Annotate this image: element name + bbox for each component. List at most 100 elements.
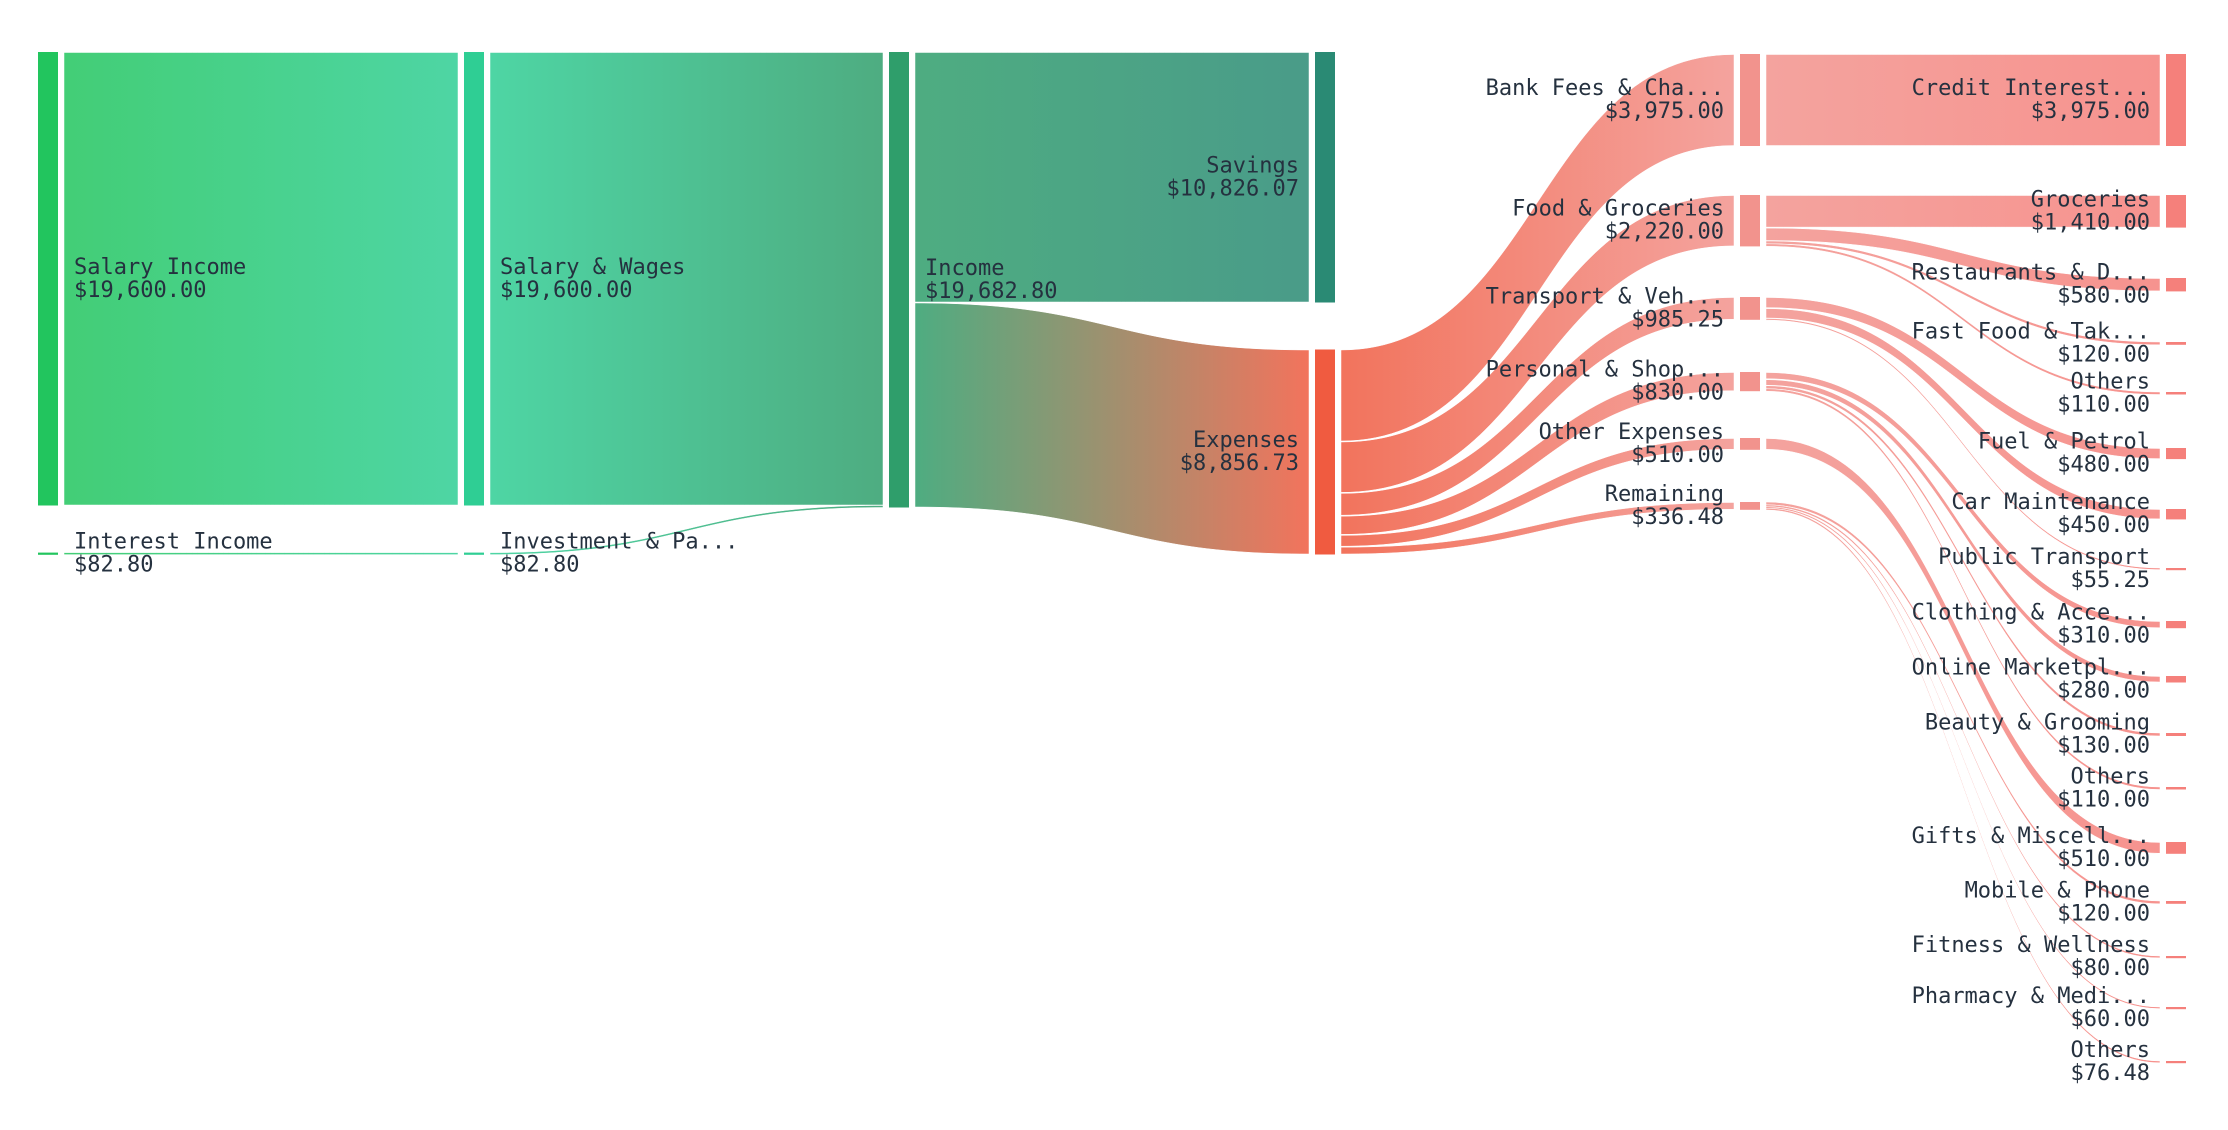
node-amount-salary_income: $19,600.00 bbox=[74, 278, 206, 303]
node-bar-car_maintenance[interactable] bbox=[2166, 509, 2186, 520]
node-label-fast_food: Fast Food & Tak... bbox=[1912, 319, 2150, 344]
node-amount-online_marketplace: $280.00 bbox=[2057, 678, 2150, 703]
node-bar-groceries[interactable] bbox=[2166, 195, 2186, 228]
flow-link-personal-to-beauty_grooming[interactable] bbox=[1765, 385, 2161, 737]
node-amount-credit_interest: $3,975.00 bbox=[2031, 99, 2150, 124]
node-bar-personal[interactable] bbox=[1740, 372, 1760, 392]
flow-link-salary_income-to-salary_wages[interactable] bbox=[63, 52, 459, 506]
flow-link-interest_income-to-investment[interactable] bbox=[63, 552, 459, 555]
node-label-interest_income: Interest Income bbox=[74, 530, 273, 555]
node-label-personal: Personal & Shop... bbox=[1486, 358, 1724, 383]
node-label-bank_fees: Bank Fees & Cha... bbox=[1486, 76, 1724, 101]
node-bar-restaurants[interactable] bbox=[2166, 278, 2186, 292]
flow-link-remaining-to-fitness_wellness[interactable] bbox=[1765, 504, 2161, 959]
flow-link-expenses-to-bank_fees[interactable] bbox=[1340, 54, 1735, 442]
node-amount-bank_fees: $3,975.00 bbox=[1605, 99, 1724, 124]
node-bar-credit_interest[interactable] bbox=[2166, 54, 2186, 146]
node-amount-expenses: $8,856.73 bbox=[1180, 451, 1299, 476]
node-label-transport: Transport & Veh... bbox=[1486, 284, 1724, 309]
node-label-expenses: Expenses bbox=[1193, 428, 1299, 453]
flow-link-expenses-to-other_expenses[interactable] bbox=[1340, 438, 1735, 547]
node-label-car_maintenance: Car Maintenance bbox=[1951, 490, 2150, 515]
flow-link-personal-to-others_personal[interactable] bbox=[1765, 388, 2161, 790]
flow-link-food_groceries-to-groceries[interactable] bbox=[1765, 195, 2161, 228]
node-label-income: Income bbox=[925, 256, 1004, 281]
node-bar-fast_food[interactable] bbox=[2166, 342, 2186, 345]
flow-link-remaining-to-pharmacy[interactable] bbox=[1765, 506, 2161, 1009]
node-bar-fuel_petrol[interactable] bbox=[2166, 448, 2186, 460]
node-label-online_marketplace: Online Marketpl... bbox=[1912, 655, 2150, 680]
node-amount-others_remaining: $76.48 bbox=[2071, 1061, 2150, 1086]
flow-link-transport-to-fuel_petrol[interactable] bbox=[1765, 297, 2161, 459]
node-amount-remaining: $336.48 bbox=[1631, 505, 1724, 530]
flow-link-expenses-to-remaining[interactable] bbox=[1340, 502, 1735, 555]
node-label-food_groceries: Food & Groceries bbox=[1512, 197, 1724, 222]
node-amount-interest_income: $82.80 bbox=[74, 553, 153, 578]
node-amount-fast_food: $120.00 bbox=[2057, 342, 2150, 367]
node-bar-transport[interactable] bbox=[1740, 297, 1760, 320]
flow-link-other_expenses-to-gifts_misc[interactable] bbox=[1765, 438, 2161, 854]
node-amount-pharmacy: $60.00 bbox=[2071, 1007, 2150, 1032]
node-bar-savings[interactable] bbox=[1315, 52, 1335, 303]
flow-link-expenses-to-personal[interactable] bbox=[1340, 372, 1735, 535]
node-amount-fitness_wellness: $80.00 bbox=[2071, 956, 2150, 981]
node-label-other_expenses: Other Expenses bbox=[1539, 420, 1724, 445]
node-bar-pharmacy[interactable] bbox=[2166, 1007, 2186, 1010]
node-bar-salary_income[interactable] bbox=[38, 52, 58, 506]
node-bar-gifts_misc[interactable] bbox=[2166, 842, 2186, 854]
node-bar-online_marketplace[interactable] bbox=[2166, 676, 2186, 683]
flow-link-remaining-to-others_remaining[interactable] bbox=[1765, 507, 2161, 1064]
node-bar-remaining[interactable] bbox=[1740, 502, 1760, 510]
flow-link-transport-to-public_transport[interactable] bbox=[1765, 318, 2161, 570]
flow-link-income-to-expenses[interactable] bbox=[914, 302, 1310, 555]
flow-link-personal-to-online_marketplace[interactable] bbox=[1765, 379, 2161, 683]
node-bar-interest_income[interactable] bbox=[38, 552, 58, 555]
flow-link-salary_wages-to-income[interactable] bbox=[489, 52, 884, 506]
flow-link-remaining-to-mobile_phone[interactable] bbox=[1765, 501, 2161, 905]
flow-link-food_groceries-to-restaurants[interactable] bbox=[1765, 227, 2161, 292]
flow-link-food_groceries-to-others_food[interactable] bbox=[1765, 243, 2161, 395]
node-bar-other_expenses[interactable] bbox=[1740, 438, 1760, 450]
node-label-credit_interest: Credit Interest... bbox=[1912, 76, 2150, 101]
node-label-savings: Savings bbox=[1206, 153, 1299, 178]
node-amount-salary_wages: $19,600.00 bbox=[500, 278, 632, 303]
node-label-gifts_misc: Gifts & Miscell... bbox=[1912, 824, 2150, 849]
node-label-clothing: Clothing & Acce... bbox=[1912, 601, 2150, 626]
node-bar-fitness_wellness[interactable] bbox=[2166, 956, 2186, 959]
node-label-mobile_phone: Mobile & Phone bbox=[1965, 878, 2150, 903]
node-amount-groceries: $1,410.00 bbox=[2031, 210, 2150, 235]
node-amount-beauty_grooming: $130.00 bbox=[2057, 734, 2150, 759]
node-bar-food_groceries[interactable] bbox=[1740, 195, 1760, 247]
node-bar-others_food[interactable] bbox=[2166, 392, 2186, 395]
node-bar-others_personal[interactable] bbox=[2166, 787, 2186, 790]
node-bar-public_transport[interactable] bbox=[2166, 568, 2186, 571]
node-bar-beauty_grooming[interactable] bbox=[2166, 733, 2186, 736]
node-bar-expenses[interactable] bbox=[1315, 349, 1335, 555]
node-amount-investment: $82.80 bbox=[500, 553, 579, 578]
node-amount-fuel_petrol: $480.00 bbox=[2057, 453, 2150, 478]
node-label-others_personal: Others bbox=[2071, 764, 2150, 789]
flow-link-transport-to-car_maintenance[interactable] bbox=[1765, 308, 2161, 520]
node-label-remaining: Remaining bbox=[1605, 482, 1724, 507]
node-label-fitness_wellness: Fitness & Wellness bbox=[1912, 933, 2150, 958]
node-bar-clothing[interactable] bbox=[2166, 621, 2186, 629]
node-amount-others_food: $110.00 bbox=[2057, 392, 2150, 417]
node-bar-mobile_phone[interactable] bbox=[2166, 901, 2186, 904]
node-bar-investment[interactable] bbox=[464, 552, 484, 555]
node-bar-income[interactable] bbox=[889, 52, 909, 508]
flow-link-bank_fees-to-credit_interest[interactable] bbox=[1765, 54, 2161, 146]
node-amount-transport: $985.25 bbox=[1631, 307, 1724, 332]
flow-link-personal-to-clothing[interactable] bbox=[1765, 372, 2161, 628]
flow-link-expenses-to-food_groceries[interactable] bbox=[1340, 195, 1735, 493]
flow-link-investment-to-income[interactable] bbox=[489, 505, 884, 555]
node-amount-clothing: $310.00 bbox=[2057, 624, 2150, 649]
node-bar-salary_wages[interactable] bbox=[464, 52, 484, 506]
flow-link-food_groceries-to-fast_food[interactable] bbox=[1765, 240, 2161, 346]
node-label-others_remaining: Others bbox=[2071, 1038, 2150, 1063]
node-bar-others_remaining[interactable] bbox=[2166, 1061, 2186, 1064]
flow-link-expenses-to-transport[interactable] bbox=[1340, 297, 1735, 516]
node-bar-bank_fees[interactable] bbox=[1740, 54, 1760, 146]
node-label-fuel_petrol: Fuel & Petrol bbox=[1978, 430, 2150, 455]
flow-link-income-to-savings[interactable] bbox=[914, 52, 1310, 303]
